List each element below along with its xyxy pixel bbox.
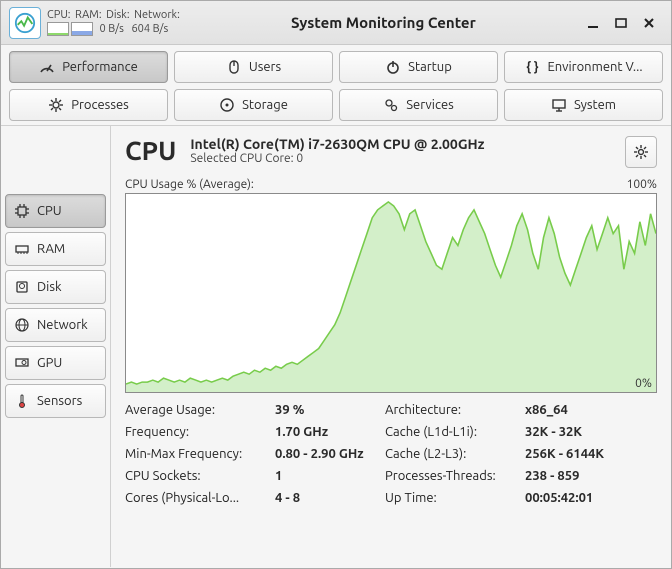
gauge-icon — [39, 59, 55, 75]
hdr-net-label: Network: — [134, 9, 180, 21]
thermometer-icon — [14, 393, 30, 409]
tab-services[interactable]: Services — [339, 89, 498, 121]
uptime-val: 00:05:42:01 — [525, 491, 657, 505]
arch-val: x86_64 — [525, 403, 657, 417]
hdr-cpu-bar — [47, 22, 69, 36]
ram-icon — [14, 241, 30, 257]
gears-icon — [383, 97, 399, 113]
uptime-label: Up Time: — [385, 491, 525, 505]
procs-label: Processes-Threads: — [385, 469, 525, 483]
procs-val: 238 - 859 — [525, 469, 657, 483]
main-panel: CPU Intel(R) Core(TM) i7-2630QM CPU @ 2.… — [111, 126, 671, 567]
settings-button[interactable] — [625, 136, 657, 168]
hdr-ram-label: RAM: — [75, 9, 102, 21]
chart-label: CPU Usage % (Average): — [125, 178, 254, 191]
titlebar: CPU: RAM: Disk: Network: 0 B/s 604 B/s S… — [1, 1, 671, 45]
app-icon — [9, 7, 41, 39]
hdr-ram-bar — [71, 22, 93, 36]
freq-label: Frequency: — [125, 425, 275, 439]
sidebar-item-ram[interactable]: RAM — [5, 232, 106, 266]
cache2-label: Cache (L2-L3): — [385, 447, 525, 461]
cores-label: Cores (Physical-Lo... — [125, 491, 275, 505]
gear-icon — [48, 97, 64, 113]
header-stats: CPU: RAM: Disk: Network: 0 B/s 604 B/s — [47, 9, 182, 36]
sidebar-item-network[interactable]: Network — [5, 308, 106, 342]
hdr-net-val: 604 B/s — [131, 23, 168, 35]
gear-icon — [633, 144, 649, 160]
panel-heading: CPU — [125, 136, 176, 165]
hdd-icon — [14, 279, 30, 295]
tab-processes[interactable]: Processes — [9, 89, 168, 121]
tab-storage[interactable]: Storage — [174, 89, 333, 121]
tab-env-vars[interactable]: { }Environment V... — [504, 51, 663, 83]
sidebar-item-gpu[interactable]: GPU — [5, 346, 106, 380]
sidebar-item-cpu[interactable]: CPU — [5, 194, 106, 228]
chart-max-label: 100% — [627, 178, 657, 191]
minmax-label: Min-Max Frequency: — [125, 447, 275, 461]
minimize-button[interactable] — [585, 15, 601, 31]
monitor-icon — [551, 97, 567, 113]
cache2-val: 256K - 6144K — [525, 447, 657, 461]
cpu-chart: 0% — [125, 193, 657, 393]
tab-system[interactable]: System — [504, 89, 663, 121]
cache1-label: Cache (L1d-L1i): — [385, 425, 525, 439]
chart-zero-label: 0% — [635, 377, 652, 390]
cpu-model: Intel(R) Core(TM) i7-2630QM CPU @ 2.00GH… — [190, 136, 484, 152]
hdr-disk-label: Disk: — [106, 9, 130, 21]
braces-icon: { } — [524, 59, 540, 75]
sidebar-item-disk[interactable]: Disk — [5, 270, 106, 304]
cores-val: 4 - 8 — [275, 491, 385, 505]
globe-icon — [14, 317, 30, 333]
mouse-icon — [226, 59, 242, 75]
perf-sidebar: CPU RAM Disk Network GPU Sensors — [1, 126, 111, 567]
sidebar-item-sensors[interactable]: Sensors — [5, 384, 106, 418]
close-button[interactable] — [641, 15, 657, 31]
hdr-cpu-label: CPU: — [47, 9, 70, 21]
avg-usage-label: Average Usage: — [125, 403, 275, 417]
cpu-details: Average Usage:39 % Architecture:x86_64 F… — [125, 403, 657, 505]
cache1-val: 32K - 32K — [525, 425, 657, 439]
avg-usage-val: 39 % — [275, 403, 385, 417]
sockets-label: CPU Sockets: — [125, 469, 275, 483]
chip-icon — [14, 203, 30, 219]
gpu-icon — [14, 355, 30, 371]
maximize-button[interactable] — [613, 15, 629, 31]
minmax-val: 0.80 - 2.90 GHz — [275, 447, 385, 461]
arch-label: Architecture: — [385, 403, 525, 417]
disk-icon — [219, 97, 235, 113]
window-title: System Monitoring Center — [188, 14, 579, 31]
main-toolbar: Performance Users Startup { }Environment… — [1, 45, 671, 126]
tab-users[interactable]: Users — [174, 51, 333, 83]
tab-startup[interactable]: Startup — [339, 51, 498, 83]
selected-core: Selected CPU Core: 0 — [190, 152, 484, 165]
hdr-disk-val: 0 B/s — [100, 23, 124, 35]
sockets-val: 1 — [275, 469, 385, 483]
power-icon — [385, 59, 401, 75]
freq-val: 1.70 GHz — [275, 425, 385, 439]
tab-performance[interactable]: Performance — [9, 51, 168, 83]
